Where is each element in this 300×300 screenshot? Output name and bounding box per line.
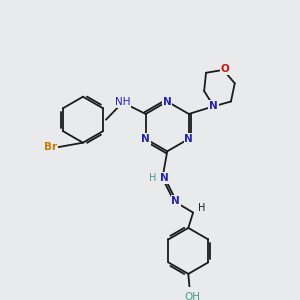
Text: N: N [160,173,169,183]
Text: O: O [221,64,230,74]
Text: NH: NH [115,98,130,107]
Text: N: N [172,196,180,206]
Text: N: N [141,134,150,144]
Text: Br: Br [44,142,57,152]
Text: N: N [184,134,193,144]
Text: OH: OH [184,292,200,300]
Text: H: H [149,173,157,183]
Text: N: N [209,101,218,111]
Text: N: N [163,97,172,106]
Text: H: H [198,203,206,213]
